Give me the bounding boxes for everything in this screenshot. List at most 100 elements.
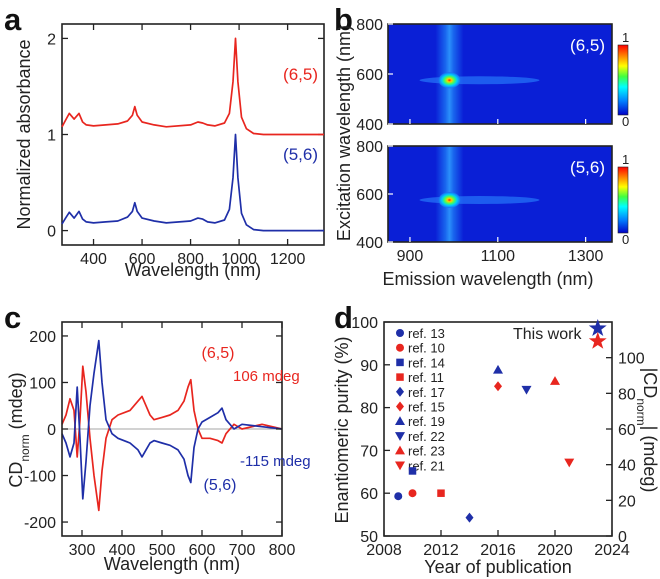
x-tick-label: 2024 [594,542,630,559]
x-tick-label: 500 [149,542,176,559]
y2-axis-label-subscript: norm [634,398,648,425]
y-tick-label: 800 [356,139,383,156]
heatmap-peak [438,192,461,208]
y2-tick-label: 60 [618,422,636,439]
y-tick-label: 200 [29,329,56,346]
series-line-red [61,37,324,136]
data-point [564,458,575,468]
y-axis-label: Enantiomeric purity (%) [332,336,352,523]
legend-label: ref. 13 [408,326,445,341]
x-tick-label: 600 [189,542,216,559]
y-tick-label: 100 [351,315,378,332]
legend-label: ref. 19 [408,414,445,429]
x-tick-label: 1300 [568,248,604,265]
data-point [493,364,503,374]
heatmap-background [388,24,612,124]
colorbar-min-label: 0 [622,232,629,247]
series-label-red: (6,5) [283,65,318,84]
legend-label: ref. 14 [408,355,445,370]
y2-axis-label-unit: | (mdeg) [640,426,660,493]
spot-tail [419,196,540,204]
x-tick-label: 2020 [537,542,573,559]
series-line-blue [61,339,283,500]
data-point [494,381,502,392]
x-tick-label: 400 [109,542,136,559]
data-point [408,489,417,498]
y-axis-label: Excitation wavelength (nm) [334,25,354,241]
panel-letter-c: c [4,300,21,335]
legend-label: ref. 15 [408,400,445,415]
x-tick-label: 800 [177,251,204,268]
legend-marker [395,461,405,471]
y-tick-label: 400 [356,235,383,252]
legend-marker [396,358,404,367]
x-tick-label: 1000 [221,251,257,268]
y-axis-label: Normalized absorbance [14,39,34,229]
x-tick-label: 2008 [366,542,402,559]
spot-tail [419,76,540,85]
data-point [408,467,417,475]
annotation-red-value: 106 mdeg [233,368,300,385]
y2-tick-label: 100 [618,351,645,368]
annotation-red-label: (6,5) [202,345,235,362]
y-tick-label: -100 [24,469,56,486]
y-tick-label: 90 [360,358,378,375]
y-tick-label: 0 [47,422,56,439]
colorbar-max-label: 1 [622,152,629,167]
legend-label: ref. 21 [408,458,445,473]
x-axis-label: Emission wavelength (nm) [382,269,593,289]
y-tick-label: 2 [47,31,56,48]
legend-marker [395,416,405,425]
legend-marker [395,445,405,455]
x-axis-label: Wavelength (nm) [104,554,240,574]
series-line-red [61,365,283,512]
legend-label: ref. 17 [408,385,445,400]
legend-label: ref. 23 [408,444,445,459]
colorbar-max-label: 1 [622,30,629,45]
x-tick-label: 400 [80,251,107,268]
data-point [437,489,445,497]
series-line-blue [61,133,324,232]
x-tick-label: 1100 [481,248,516,265]
data-point [465,512,474,523]
map-label: (6,5) [570,36,605,55]
y2-axis-label: |CDnorm| (mdeg) [634,368,660,493]
panel-d: 2008 2012 2016 2020 2024 50 60 70 80 90 100 0 20 40 60… [332,315,660,577]
data-point [550,376,560,385]
y-tick-label: 600 [356,187,383,204]
y-tick-label: 80 [360,401,378,418]
y2-tick-label: 20 [618,493,636,510]
x-tick-label: 2012 [423,542,459,559]
panel-b: 400 600 800 (6,5) 1 0 400 600 800 (5,6) 1 0 900 1100 1… [334,17,629,289]
legend-marker [396,343,404,352]
x-tick-label: 900 [397,248,424,265]
y-tick-label: 400 [356,117,383,134]
x-tick-label: 300 [69,542,96,559]
x-tick-label: 1200 [270,251,306,268]
y2-axis-label-main: |CD [640,368,660,399]
legend-marker [395,432,405,441]
y-tick-label: 800 [356,17,383,34]
data-point [588,331,607,349]
y-axis-label-subscript: norm [18,434,32,461]
colorbar [617,166,629,234]
panel-c: 300 400 500 600 700 800 -200 -100 0 100 200 (6,5) 10… [6,321,311,574]
x-tick-label: 800 [269,542,296,559]
colorbar [617,44,629,116]
legend-label: ref. 11 [408,370,444,385]
legend-label: ref. 22 [408,429,445,444]
y2-tick-label: 0 [618,529,627,546]
this-work-label: This work [513,326,582,343]
heatmap-background [388,146,612,242]
y-axis-label: CDnorm (mdeg) [6,372,32,487]
y2-tick-label: 80 [618,386,636,403]
map-label: (5,6) [570,158,605,177]
y-tick-label: 1 [47,128,56,145]
panel-letter-b: b [334,2,353,37]
colorbar-min-label: 0 [622,114,629,129]
x-tick-label: 600 [129,251,156,268]
y2-tick-label: 40 [618,458,636,475]
y-tick-label: -200 [24,515,56,532]
panel-letter-d: d [334,300,353,335]
